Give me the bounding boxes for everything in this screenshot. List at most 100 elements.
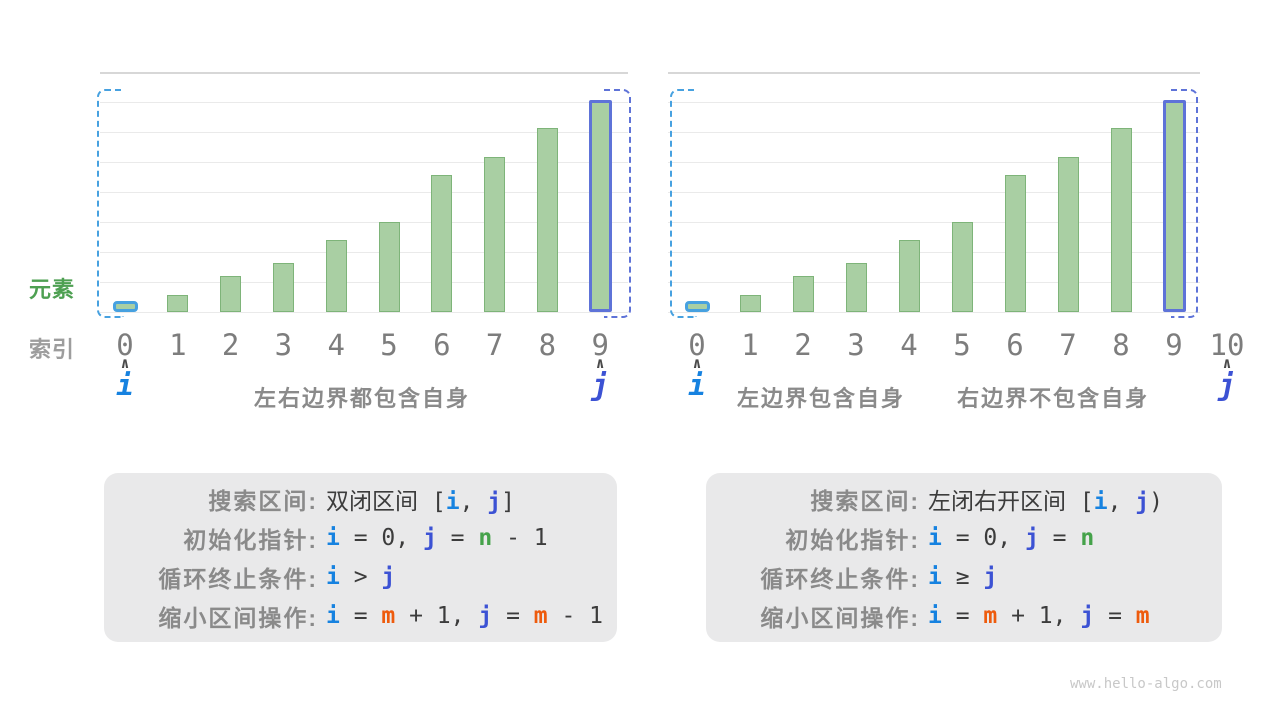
rule-code: i = 0, j = n: [928, 525, 1094, 551]
array-bar: [431, 175, 453, 312]
code-token-n: n: [478, 524, 493, 551]
pointer-caret: ∧: [595, 354, 605, 372]
rule-label: 缩小区间操作:: [760, 605, 920, 632]
array-bar: [1057, 157, 1079, 312]
code-token-dark: ≥: [941, 564, 984, 591]
index-label: 3: [847, 328, 865, 362]
code-token-dark: =: [1038, 524, 1081, 551]
rule-row: 搜索区间: 左闭右开区间 [i, j): [724, 482, 1204, 516]
array-bar-highlight-i: [112, 301, 138, 312]
index-label: 4: [900, 328, 918, 362]
gridline: [100, 72, 628, 74]
code-token-dark: 左闭右开区间 [: [928, 488, 1094, 515]
half-open-interval-chart: 0 1 2 3 4 5 6 7 8 9 10 ∧ i ∧ j 左边界包含自身 右边界不包含自身: [668, 72, 1245, 411]
boundary-caption: 右边界不包含自身: [957, 386, 1150, 411]
range-bracket-left: [97, 89, 124, 318]
code-token-dark: + 1,: [997, 603, 1081, 630]
rule-row: 缩小区间操作: i = m + 1, j = m: [724, 599, 1204, 633]
index-label: 8: [1112, 328, 1130, 362]
code-token-i: i: [928, 603, 942, 630]
code-token-dark: ,: [1107, 488, 1136, 515]
code-token-dark: =: [339, 603, 382, 630]
rule-code: 双闭区间 [i, j]: [326, 482, 515, 516]
index-label: 6: [433, 328, 451, 362]
code-token-j: j: [422, 524, 437, 551]
gridline: [668, 312, 1200, 313]
array-bar: [272, 263, 294, 312]
code-token-j: j: [478, 603, 493, 630]
array-bar: [325, 240, 347, 312]
code-token-j: j: [1024, 524, 1039, 551]
code-token-dark: =: [436, 524, 479, 551]
code-token-dark: =: [1094, 603, 1136, 630]
index-label: 9: [1165, 328, 1183, 362]
rule-label: 初始化指针:: [183, 526, 318, 553]
code-token-i: i: [326, 524, 340, 551]
code-token-dark: >: [339, 564, 382, 591]
code-token-j: j: [1080, 603, 1095, 630]
rule-row: 循环终止条件: i > j: [122, 560, 599, 594]
gridline: [100, 132, 628, 133]
array-bar: [536, 128, 558, 312]
code-token-j: j: [1135, 488, 1150, 515]
index-label: 1: [741, 328, 759, 362]
rule-code: i = 0, j = n - 1: [326, 525, 548, 551]
code-token-j: j: [487, 488, 502, 515]
index-label: 4: [327, 328, 345, 362]
rule-code: i > j: [326, 564, 395, 590]
range-bracket-right: [1171, 89, 1198, 318]
pointer-i-label: i: [116, 368, 134, 402]
rule-label: 搜索区间:: [208, 487, 318, 514]
code-token-i: i: [326, 564, 340, 591]
code-token-dark: = 0,: [339, 524, 423, 551]
gridline: [100, 102, 628, 103]
index-label: 0: [688, 328, 706, 362]
gridline: [668, 192, 1200, 193]
gridline: [100, 162, 628, 163]
array-bar: [220, 276, 242, 312]
rule-label: 搜索区间:: [810, 487, 920, 514]
array-bar-highlight-j: [588, 100, 612, 312]
closed-interval-chart: 0 1 2 3 4 5 6 7 8 9 ∧ i ∧ j 左右边界都包含自身: [97, 72, 631, 411]
index-label: 9: [591, 328, 609, 362]
pointer-i-label: i: [688, 368, 706, 402]
code-token-dark: = 0,: [941, 524, 1025, 551]
index-label: 5: [380, 328, 398, 362]
code-token-dark: ): [1149, 488, 1163, 515]
array-bar: [484, 157, 506, 312]
array-bar: [898, 240, 920, 312]
array-bar: [739, 295, 761, 312]
array-bar: [951, 222, 973, 312]
watermark: www.hello-algo.com: [1070, 676, 1222, 692]
index-label: 3: [274, 328, 293, 362]
array-bar: [792, 276, 814, 312]
index-label: 0: [116, 328, 134, 362]
gridline: [668, 222, 1200, 223]
index-label: 7: [1059, 328, 1077, 362]
rule-row: 循环终止条件: i ≥ j: [724, 560, 1204, 594]
gridline: [100, 252, 628, 253]
rule-code: 左闭右开区间 [i, j): [928, 482, 1163, 516]
boundary-caption: 左边界包含自身: [737, 386, 906, 411]
range-bracket-left: [670, 89, 697, 318]
pointer-j-label: j: [591, 368, 609, 402]
index-label: 10: [1209, 328, 1245, 362]
index-label: 2: [794, 328, 812, 362]
rule-code: i = m + 1, j = m: [928, 603, 1150, 629]
rule-label: 循环终止条件:: [760, 566, 920, 593]
gridline: [100, 222, 628, 223]
element-row-label: 元素: [28, 277, 75, 302]
boundary-caption: 左右边界都包含自身: [254, 386, 471, 411]
index-label: 6: [1006, 328, 1024, 362]
array-bar-highlight-i: [684, 301, 710, 312]
rule-row: 缩小区间操作: i = m + 1, j = m - 1: [122, 599, 603, 633]
gridline: [668, 162, 1200, 163]
code-token-j: j: [381, 564, 396, 591]
array-bar: [1110, 128, 1132, 312]
code-token-m: m: [1135, 603, 1150, 630]
index-label: 5: [953, 328, 971, 362]
rule-label: 循环终止条件:: [158, 566, 318, 593]
pointer-caret: ∧: [120, 354, 130, 372]
code-token-m: m: [381, 603, 396, 630]
